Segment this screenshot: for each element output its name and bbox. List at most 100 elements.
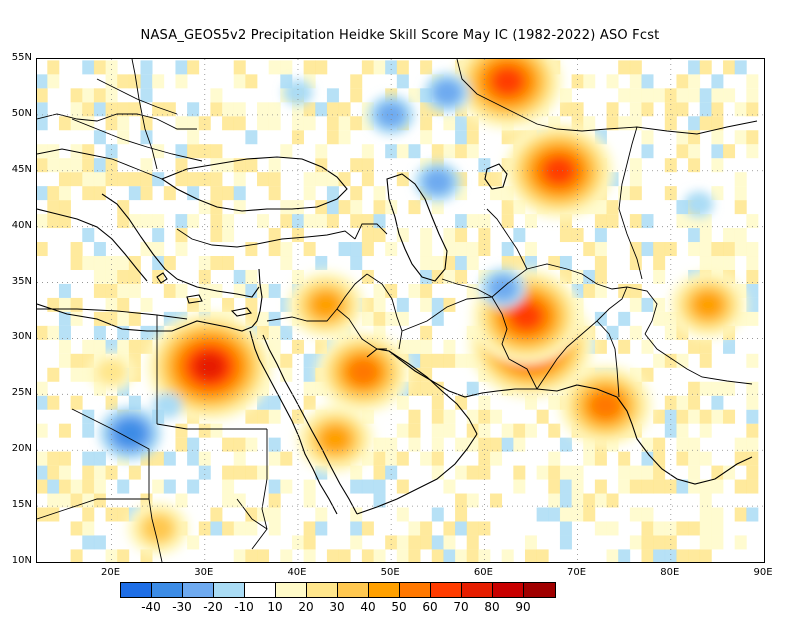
field-cell (175, 172, 188, 187)
field-cell (396, 549, 409, 562)
field-cell (408, 353, 421, 368)
field-cell (466, 535, 479, 550)
field-cell (58, 311, 71, 326)
field-cell (268, 102, 281, 117)
field-cell (47, 479, 60, 494)
field-cell (198, 269, 211, 284)
field-cell (629, 214, 642, 229)
field-cell (233, 158, 246, 173)
colorbar-label: -10 (234, 600, 254, 614)
field-cell (653, 465, 666, 480)
field-cell (210, 521, 223, 536)
field-cell (641, 451, 654, 466)
field-cell (711, 255, 724, 270)
field-cell (664, 116, 677, 131)
field-cell (37, 186, 48, 201)
coastlines (37, 156, 753, 515)
field-cell (175, 228, 188, 243)
field-cell (373, 437, 386, 452)
field-cell (117, 74, 130, 89)
field-cell (664, 423, 677, 438)
field-cell (93, 493, 106, 508)
field-cell (548, 395, 561, 410)
field-cell (723, 228, 736, 243)
lat-tick-label: 50N (11, 107, 32, 119)
field-cell (513, 479, 526, 494)
field-cell (268, 242, 281, 257)
field-cell (664, 535, 677, 550)
field-cell (245, 311, 258, 326)
field-cell (128, 255, 141, 270)
field-cell (688, 381, 701, 396)
field-cell (350, 521, 363, 536)
lat-tick-label: 45N (11, 163, 32, 175)
colorbar-label: 70 (453, 600, 469, 614)
field-cell (746, 353, 759, 368)
field-cell (163, 186, 176, 201)
field-cell (606, 116, 619, 131)
field-cell (641, 549, 654, 562)
field-cell (641, 535, 654, 550)
field-cell (746, 395, 759, 410)
field-cell (734, 535, 747, 550)
field-cell (350, 186, 363, 201)
field-cell (548, 255, 561, 270)
field-cell (280, 255, 293, 270)
field-cell (82, 116, 95, 131)
field-cell (105, 158, 118, 173)
field-cell (58, 172, 71, 187)
field-cell (128, 465, 141, 480)
field-cell (594, 339, 607, 354)
skill-contour (683, 191, 714, 218)
field-cell (291, 535, 304, 550)
field-cell (606, 102, 619, 117)
field-cell (222, 297, 235, 312)
field-cell (723, 242, 736, 257)
field-cell (431, 535, 444, 550)
field-cell (268, 521, 281, 536)
field-cell (47, 507, 60, 522)
field-cell (664, 395, 677, 410)
field-cell (70, 353, 83, 368)
field-cell (222, 214, 235, 229)
field-cell (350, 158, 363, 173)
field-cell (559, 437, 572, 452)
field-cell (420, 242, 433, 257)
field-cell (688, 214, 701, 229)
field-cell (338, 200, 351, 215)
field-cell (350, 479, 363, 494)
field-cell (303, 242, 316, 257)
field-cell (47, 367, 60, 382)
field-cell (396, 228, 409, 243)
field-cell (641, 74, 654, 89)
field-cell (653, 437, 666, 452)
field-cell (315, 214, 328, 229)
field-cell (37, 465, 48, 480)
field-cell (699, 409, 712, 424)
colorbar-swatch (276, 583, 307, 597)
field-cell (466, 493, 479, 508)
field-cell (70, 172, 83, 187)
field-cell (711, 409, 724, 424)
field-cell (58, 325, 71, 340)
field-cell (187, 214, 200, 229)
field-cell (105, 339, 118, 354)
field-cell (82, 158, 95, 173)
field-cell (734, 242, 747, 257)
field-cell (746, 297, 759, 312)
field-cell (594, 479, 607, 494)
field-cell (734, 186, 747, 201)
field-cell (699, 102, 712, 117)
field-cell (128, 283, 141, 298)
field-cell (37, 395, 48, 410)
field-cell (443, 409, 456, 424)
field-cell (618, 116, 631, 131)
field-cell (711, 158, 724, 173)
field-cell (210, 172, 223, 187)
field-cell (466, 465, 479, 480)
field-cell (711, 507, 724, 522)
field-cell (653, 311, 666, 326)
field-cell (734, 479, 747, 494)
field-cell (746, 451, 759, 466)
field-cell (420, 269, 433, 284)
